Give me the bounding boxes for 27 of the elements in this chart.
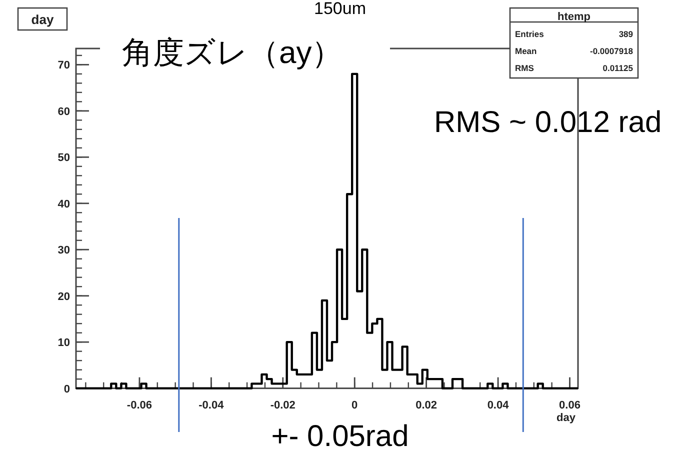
x-axis-title: day bbox=[556, 412, 576, 424]
y-tick-label: 60 bbox=[58, 106, 70, 118]
annotation: RMS bbox=[515, 63, 534, 73]
y-tick-label: 20 bbox=[58, 290, 70, 303]
x-tick-label: 0.04 bbox=[487, 399, 510, 412]
y-tick-label: 50 bbox=[58, 152, 70, 164]
annotation: Mean bbox=[515, 46, 537, 56]
text: Entries bbox=[515, 29, 544, 39]
text: +- 0.05rad bbox=[271, 420, 409, 453]
text: -0.0007918 bbox=[590, 46, 634, 56]
x-tick-label: -0.02 bbox=[270, 399, 296, 412]
x-tick-label: -0.06 bbox=[126, 399, 152, 412]
x-tick-label: 0 bbox=[352, 399, 358, 412]
text: 150um bbox=[314, 0, 366, 18]
x-tick-label: 0.02 bbox=[416, 399, 438, 412]
chart-subtitle: 角度ズレ（ay） bbox=[122, 35, 343, 70]
y-tick-label: 10 bbox=[58, 337, 70, 350]
y-tick-label: 30 bbox=[58, 244, 70, 257]
x-tick-label: -0.04 bbox=[198, 399, 225, 412]
chart-title: day bbox=[31, 12, 54, 27]
text: 389 bbox=[618, 29, 634, 39]
x-tick-label: 0.06 bbox=[559, 399, 580, 412]
y-tick-label: 0 bbox=[64, 383, 70, 396]
y-tick-label: 70 bbox=[58, 60, 70, 72]
y-tick-label: 40 bbox=[58, 198, 70, 210]
text: htemp bbox=[558, 11, 591, 23]
text: 0.01125 bbox=[602, 63, 634, 73]
